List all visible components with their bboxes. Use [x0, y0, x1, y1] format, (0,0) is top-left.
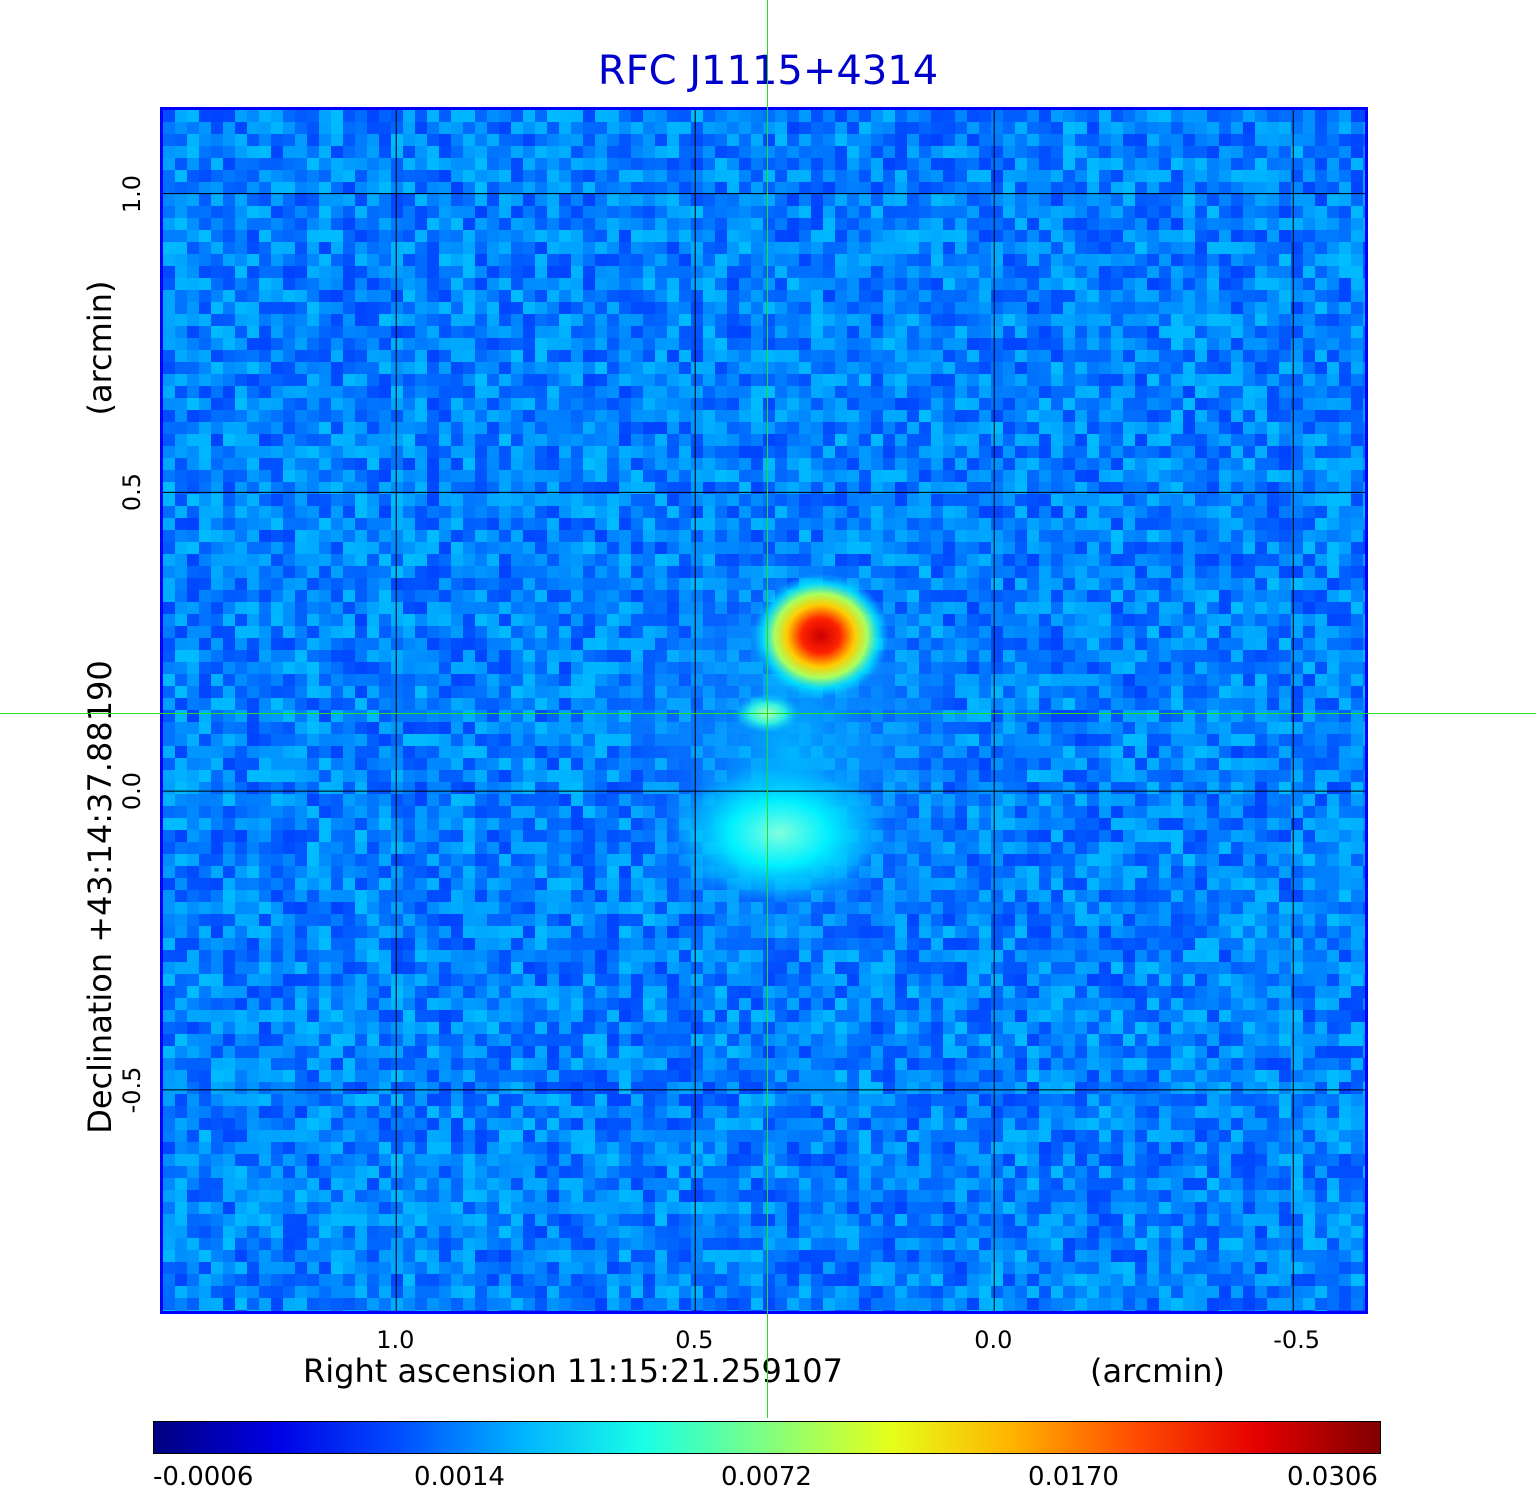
chart-title: RFC J1115+4314 [597, 48, 939, 94]
colorbar-tick-label: 0.0072 [721, 1462, 812, 1492]
y-tick-label: -0.5 [118, 1066, 146, 1114]
y-tick-label: 1.0 [118, 174, 146, 213]
colorbar [153, 1421, 1381, 1454]
x-tick-label: 0.0 [974, 1326, 1013, 1354]
x-tick-label: -0.5 [1273, 1326, 1321, 1354]
y-axis-unit: (arcmin) [81, 280, 119, 416]
x-tick-label: 0.5 [675, 1326, 714, 1354]
colorbar-tick-label: 0.0014 [414, 1462, 505, 1492]
crosshair-horizontal [0, 713, 1536, 714]
diffuse-lobe [668, 760, 889, 905]
peak-component [752, 573, 889, 698]
y-tick-label: 0.5 [118, 473, 146, 512]
crosshair-vertical [767, 0, 768, 1418]
x-tick-label: 1.0 [376, 1326, 415, 1354]
colorbar-tick-label: 0.0170 [1028, 1462, 1119, 1492]
radio-image [163, 110, 1365, 1311]
grid-layer [163, 110, 1365, 1311]
x-axis-label: Right ascension 11:15:21.259107 [303, 1352, 843, 1390]
source-layer [600, 525, 981, 986]
y-tick-label: 0.0 [118, 772, 146, 811]
y-axis-label: Declination +43:14:37.88190 [81, 660, 119, 1134]
colorbar-tick-label: 0.0306 [1287, 1462, 1378, 1492]
colorbar-tick-label: -0.0006 [153, 1462, 254, 1492]
image-plot-area[interactable] [160, 107, 1368, 1314]
x-axis-unit: (arcmin) [1090, 1352, 1225, 1390]
